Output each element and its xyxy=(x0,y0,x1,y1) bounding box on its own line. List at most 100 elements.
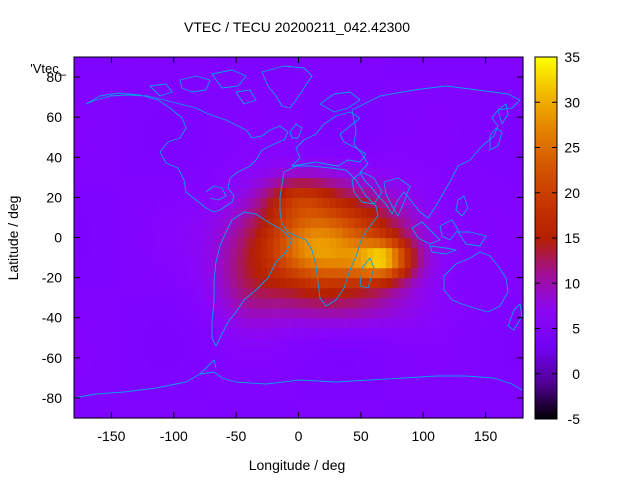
heatmap-cell xyxy=(279,187,287,198)
heatmap-cell xyxy=(410,77,418,88)
heatmap-cell xyxy=(441,217,449,229)
heatmap-cell xyxy=(298,257,306,269)
heatmap-cell xyxy=(186,127,194,138)
heatmap-cell xyxy=(323,277,331,289)
heatmap-cell xyxy=(261,177,268,188)
heatmap-cell xyxy=(491,157,499,168)
heatmap-cell xyxy=(385,227,393,239)
coastline-europe xyxy=(291,111,367,167)
heatmap-cell xyxy=(460,367,468,379)
heatmap-cell xyxy=(335,317,343,329)
heatmap-cell xyxy=(398,97,406,108)
heatmap-cell xyxy=(223,147,231,158)
heatmap-cell xyxy=(354,197,362,209)
heatmap-cell xyxy=(148,397,156,409)
heatmap-cell xyxy=(435,367,443,379)
heatmap-cell xyxy=(98,97,106,108)
heatmap-cell xyxy=(373,377,381,389)
heatmap-cell xyxy=(310,247,318,259)
heatmap-cell xyxy=(323,237,331,249)
heatmap-cell xyxy=(123,357,131,369)
heatmap-cell xyxy=(267,357,275,369)
heatmap-cell xyxy=(491,247,499,259)
heatmap-cell xyxy=(198,307,206,319)
colorbar-tick-label: 15 xyxy=(564,230,580,246)
heatmap-cell xyxy=(379,167,387,178)
heatmap-cell xyxy=(416,347,424,359)
heatmap-cell xyxy=(173,187,181,198)
heatmap-cell xyxy=(167,247,175,259)
heatmap-cell xyxy=(404,167,412,178)
heatmap-cell xyxy=(254,357,262,369)
heatmap-cell xyxy=(136,157,144,168)
heatmap-cell xyxy=(348,97,356,108)
heatmap-cell xyxy=(173,367,181,379)
heatmap-cell xyxy=(360,227,368,239)
heatmap-cell xyxy=(111,297,119,309)
heatmap-cell xyxy=(392,357,399,369)
heatmap-cell xyxy=(479,127,487,138)
heatmap-cell xyxy=(392,347,399,359)
heatmap-cell xyxy=(105,147,113,158)
heatmap-cell xyxy=(80,337,88,349)
heatmap-cell xyxy=(254,57,262,68)
heatmap-cell xyxy=(261,107,268,118)
heatmap-cell xyxy=(298,347,306,359)
heatmap-cell xyxy=(392,77,399,88)
heatmap-cell xyxy=(180,247,187,259)
heatmap-cell xyxy=(192,187,200,198)
heatmap-cell xyxy=(217,197,225,209)
heatmap-cell xyxy=(292,247,300,259)
heatmap-cell xyxy=(155,307,162,319)
heatmap-cell xyxy=(286,277,293,289)
heatmap-cell xyxy=(167,77,175,88)
heatmap-cell xyxy=(510,357,518,369)
heatmap-cell xyxy=(454,287,462,299)
heatmap-cell xyxy=(105,247,113,259)
heatmap-cell xyxy=(479,177,487,188)
heatmap-cell xyxy=(111,357,119,369)
heatmap-cell xyxy=(329,157,337,168)
heatmap-cell xyxy=(173,217,181,229)
heatmap-cell xyxy=(279,147,287,158)
heatmap-cell xyxy=(348,77,356,88)
heatmap-cell xyxy=(80,297,88,309)
heatmap-cell xyxy=(466,207,474,219)
heatmap-cell xyxy=(410,397,418,409)
heatmap-cell xyxy=(155,217,162,229)
heatmap-cell xyxy=(329,387,337,399)
heatmap-cell xyxy=(74,157,81,168)
heatmap-cell xyxy=(186,137,194,148)
heatmap-cell xyxy=(74,237,81,249)
heatmap-cell xyxy=(248,57,256,68)
heatmap-cell xyxy=(435,237,443,249)
heatmap-cell xyxy=(385,67,393,78)
heatmap-cell xyxy=(148,407,156,419)
heatmap-cell xyxy=(441,137,449,148)
heatmap-cell xyxy=(236,287,243,299)
heatmap-cell xyxy=(323,287,331,299)
heatmap-cell xyxy=(98,267,106,279)
heatmap-cell xyxy=(173,197,181,209)
heatmap-cell xyxy=(111,57,119,68)
heatmap-cell xyxy=(335,357,343,369)
heatmap-cell xyxy=(354,57,362,68)
heatmap-cell xyxy=(510,87,518,98)
heatmap-cell xyxy=(136,277,144,289)
heatmap-cell xyxy=(286,367,293,379)
heatmap-cell xyxy=(410,197,418,209)
coastline-kamchatka xyxy=(497,103,509,125)
heatmap-cell xyxy=(510,67,518,78)
heatmap-cell xyxy=(367,227,374,239)
y-tick-label: 80 xyxy=(46,69,62,85)
heatmap-cell xyxy=(360,257,368,269)
heatmap-cell xyxy=(498,367,505,379)
heatmap-cell xyxy=(342,197,349,209)
heatmap-cell xyxy=(142,307,150,319)
heatmap-cell xyxy=(111,207,119,219)
heatmap-cell xyxy=(86,247,94,259)
heatmap-cell xyxy=(448,157,456,168)
heatmap-cell xyxy=(504,77,512,88)
heatmap-cell xyxy=(204,267,212,279)
heatmap-cell xyxy=(491,387,499,399)
